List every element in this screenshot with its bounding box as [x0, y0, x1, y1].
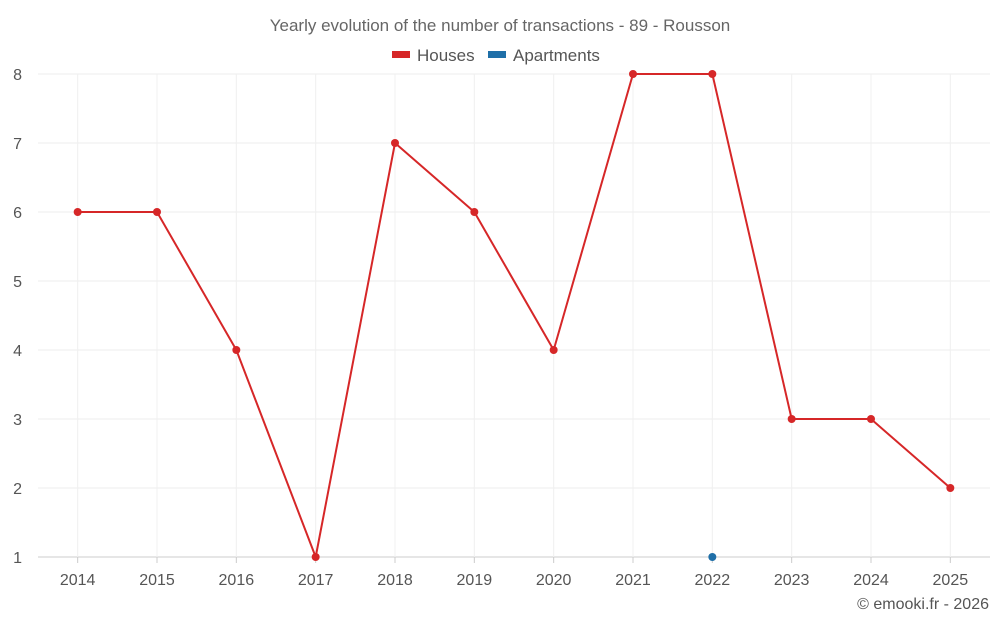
data-point-houses-2014 — [73, 208, 82, 216]
x-tick-label: 2025 — [933, 572, 969, 589]
legend-label-apartments: Apartments — [513, 46, 600, 65]
y-tick-label: 5 — [13, 274, 22, 291]
y-tick-label: 1 — [13, 550, 22, 567]
data-point-houses-2021 — [629, 70, 637, 78]
legend-label-houses: Houses — [417, 46, 475, 65]
y-tick-label: 3 — [13, 412, 22, 429]
data-point-houses-2025 — [946, 484, 955, 492]
chart-title: Yearly evolution of the number of transa… — [270, 16, 731, 35]
data-point-houses-2023 — [787, 415, 796, 423]
y-tick-label: 4 — [13, 343, 22, 360]
x-tick-label: 2024 — [853, 572, 889, 589]
credit-text: © emooki.fr - 2026 — [857, 596, 989, 613]
y-tick-label: 8 — [13, 67, 22, 84]
y-axis: 1 2 3 4 5 6 7 8 — [13, 67, 22, 567]
data-point-houses-2022 — [708, 70, 717, 78]
legend-swatch-houses — [392, 51, 410, 58]
x-tick-label: 2018 — [377, 572, 413, 589]
legend: Houses Apartments — [392, 46, 600, 65]
x-tick-label: 2021 — [615, 572, 651, 589]
x-tick-label: 2022 — [695, 572, 731, 589]
data-point-apartments-2022 — [708, 553, 717, 561]
grid — [38, 73, 990, 558]
y-tick-label: 7 — [13, 136, 22, 153]
x-tick-label: 2016 — [219, 572, 255, 589]
y-tick-label: 2 — [13, 481, 22, 498]
legend-swatch-apartments — [488, 51, 506, 58]
x-tick-label: 2014 — [60, 572, 96, 589]
x-tick-label: 2017 — [298, 572, 334, 589]
data-point-houses-2024 — [867, 415, 875, 423]
data-point-houses-2020 — [549, 346, 558, 354]
x-tick-label: 2015 — [139, 572, 175, 589]
series-layer — [73, 70, 955, 561]
legend-item-apartments[interactable]: Apartments — [488, 46, 600, 65]
data-point-houses-2017 — [311, 553, 320, 561]
data-point-houses-2015 — [153, 208, 161, 216]
x-tick-label: 2020 — [536, 572, 572, 589]
series-line-houses — [77, 73, 951, 558]
data-point-houses-2018 — [391, 139, 399, 147]
legend-item-houses[interactable]: Houses — [392, 46, 475, 65]
x-axis: 2014 2015 2016 2017 2018 2019 2020 2021 2022 2023… — [60, 557, 968, 589]
x-tick-label: 2023 — [774, 572, 810, 589]
data-point-houses-2016 — [232, 346, 241, 354]
data-point-houses-2019 — [470, 208, 479, 216]
y-tick-label: 6 — [13, 205, 22, 222]
x-tick-label: 2019 — [457, 572, 493, 589]
